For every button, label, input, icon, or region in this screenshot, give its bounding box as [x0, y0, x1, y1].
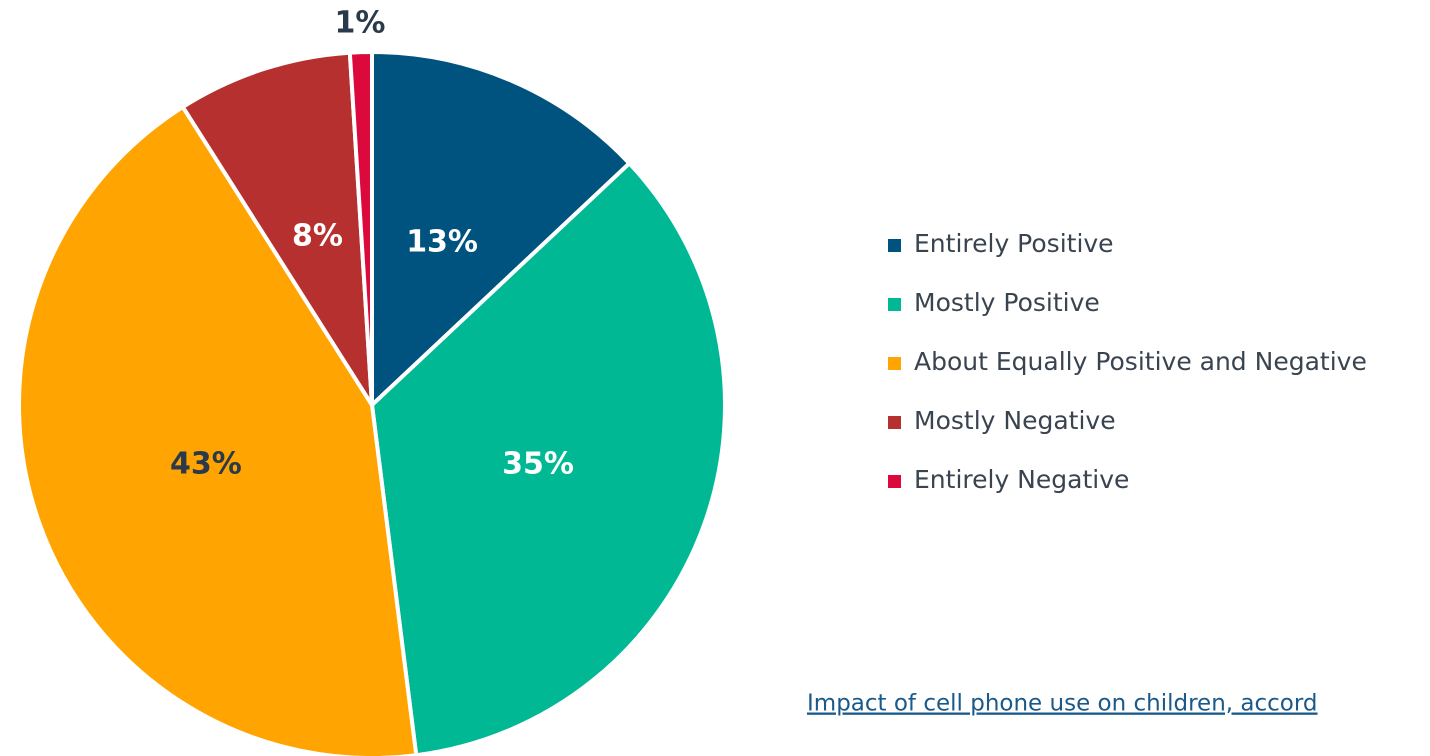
- legend-swatch: [888, 239, 901, 252]
- slice-label: 35%: [502, 446, 574, 481]
- legend-swatch: [888, 475, 901, 488]
- pie-slice: [370, 161, 727, 756]
- legend-swatch: [888, 298, 901, 311]
- legend-label: About Equally Positive and Negative: [914, 347, 1367, 376]
- slice-label: 43%: [170, 446, 242, 481]
- legend-swatch: [888, 416, 901, 429]
- legend-label: Entirely Negative: [914, 465, 1129, 494]
- legend-label: Mostly Positive: [914, 288, 1100, 317]
- legend-label: Mostly Negative: [914, 406, 1116, 435]
- legend-label: Entirely Positive: [914, 229, 1114, 258]
- legend-swatch: [888, 357, 901, 370]
- slice-label: 13%: [406, 225, 478, 260]
- pie-slice: [180, 50, 374, 407]
- pie-slice: [17, 104, 419, 756]
- pie-slice: [370, 50, 632, 407]
- slice-label: 8%: [292, 219, 343, 254]
- caption-link[interactable]: Impact of cell phone use on children, ac…: [807, 691, 1318, 717]
- pie-slice: [347, 50, 374, 407]
- slice-label: 1%: [335, 5, 386, 40]
